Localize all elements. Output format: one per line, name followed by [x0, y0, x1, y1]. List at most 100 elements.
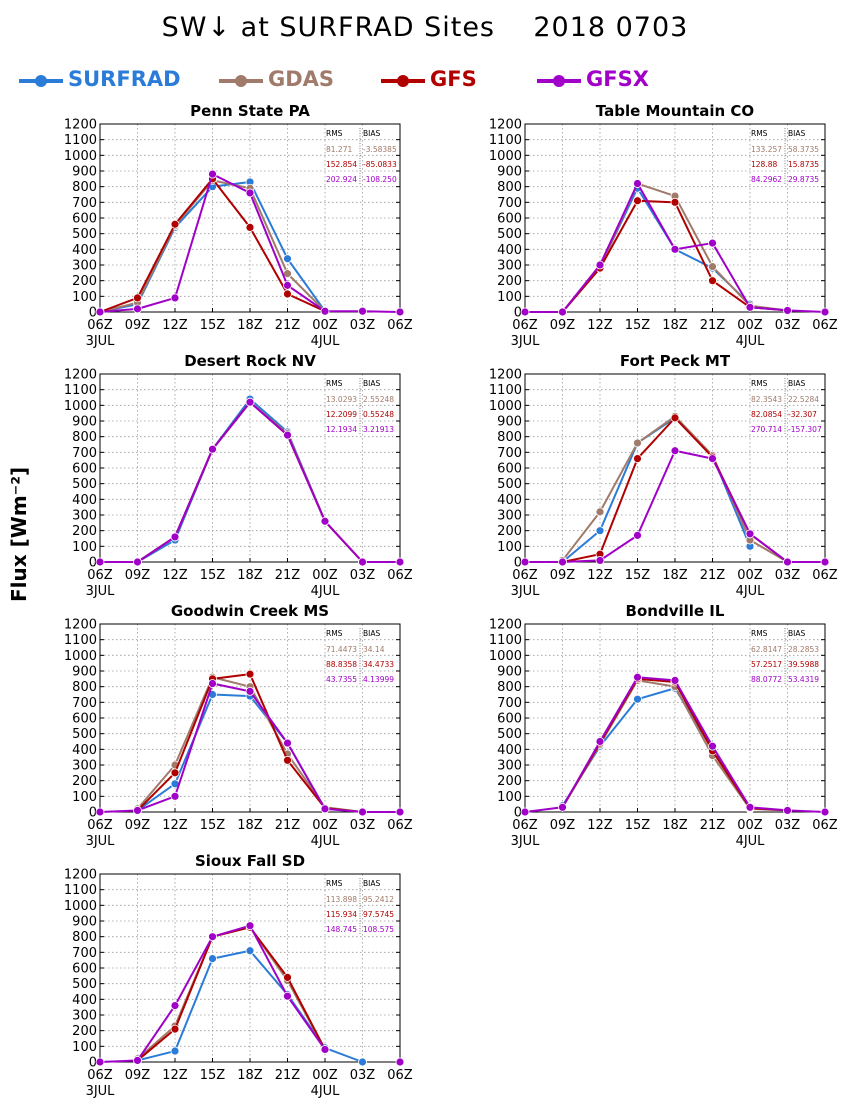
- x-tick-label: 18Z: [237, 818, 263, 833]
- x-tick-label: 21Z: [275, 1068, 301, 1083]
- data-point-gfsx: [283, 738, 292, 748]
- x-tick-label: 06Z: [812, 818, 838, 833]
- legend-swatch-gdas: [219, 75, 263, 87]
- y-tick-label: 400: [72, 743, 97, 758]
- x-tick-label: 09Z: [550, 818, 576, 833]
- y-tick-label: 0: [514, 306, 522, 321]
- y-tick-label: 900: [72, 665, 97, 680]
- y-tick-label: 1000: [489, 649, 522, 664]
- data-point-gfsx: [395, 807, 405, 817]
- x-tick-label: 18Z: [662, 568, 688, 583]
- x-tick-label: 12Z: [162, 568, 188, 583]
- stats-header-bias: BIAS: [363, 879, 380, 888]
- y-tick-label: 1200: [489, 368, 522, 383]
- data-point-gfs: [708, 276, 717, 286]
- data-point-gfsx: [320, 306, 330, 316]
- stats-rms-gdas: 81.271: [326, 145, 352, 154]
- stats-rms-gfs: 88.8358: [326, 660, 357, 669]
- y-tick-label: 300: [497, 259, 522, 274]
- x-tick-label: 15Z: [625, 818, 651, 833]
- data-point-gfsx: [170, 1001, 180, 1010]
- data-point-gfsx: [595, 556, 605, 565]
- x-tick-label: 03Z: [350, 318, 376, 333]
- series-line-gdas: [136, 926, 326, 1060]
- panel-title: Penn State PA: [190, 102, 310, 120]
- y-tick-label: 900: [72, 165, 97, 180]
- series-line-surfrad: [561, 187, 751, 313]
- data-point-gfsx: [820, 807, 830, 817]
- y-tick-label: 1000: [64, 399, 97, 414]
- data-point-gfs: [283, 755, 292, 765]
- panel-title: Goodwin Creek MS: [171, 602, 329, 620]
- legend-label-surfrad: SURFRAD: [68, 67, 181, 91]
- stats-header-rms: RMS: [751, 629, 768, 638]
- y-tick-label: 500: [72, 727, 97, 742]
- x-tick-label: 00Z: [312, 568, 338, 583]
- y-tick-label: 400: [497, 743, 522, 758]
- y-tick-label: 1000: [489, 149, 522, 164]
- y-tick-label: 800: [497, 180, 522, 195]
- data-point-gfsx: [783, 806, 792, 815]
- legend-swatch-gfs: [381, 75, 425, 87]
- data-point-gfsx: [320, 516, 330, 526]
- y-tick-label: 200: [72, 774, 97, 789]
- data-point-gfsx: [708, 741, 717, 751]
- x-tick-label: 03Z: [775, 818, 801, 833]
- x-tick-label: 06Z: [812, 568, 838, 583]
- stats-header-bias: BIAS: [788, 379, 805, 388]
- y-tick-label: 800: [72, 680, 97, 695]
- stats-header-rms: RMS: [326, 629, 343, 638]
- y-tick-label: 100: [72, 290, 97, 305]
- stats-bias-gfs: -85.0833: [363, 160, 397, 169]
- stats-bias-gdas: 28.2853: [788, 645, 819, 654]
- stats-bias-gdas: 22.5284: [788, 395, 819, 404]
- x-tick-label: 06Z: [87, 818, 113, 833]
- x-tick-label: 15Z: [200, 1068, 226, 1083]
- stats-header-bias: BIAS: [363, 379, 380, 388]
- x-tick-label: 15Z: [625, 568, 651, 583]
- stats-bias-gdas: -3.58385: [363, 145, 397, 154]
- stats-bias-gfsx: 53.4319: [788, 675, 819, 684]
- data-point-gfsx: [208, 444, 217, 454]
- data-point-gfs: [170, 219, 180, 229]
- x-tick-label: 06Z: [387, 818, 413, 833]
- panel-penn-state-pa: Penn State PA 010020030040050060070080090…: [64, 102, 413, 349]
- data-point-gdas: [708, 262, 717, 271]
- legend-swatch-surfrad: [19, 75, 63, 87]
- stats-header-bias: BIAS: [788, 629, 805, 638]
- data-point-gfsx: [558, 802, 567, 812]
- y-tick-label: 100: [497, 790, 522, 805]
- data-point-gfsx: [745, 302, 755, 312]
- panel-table-mountain-co: Table Mountain CO01002003004005006007008…: [489, 102, 838, 349]
- y-tick-label: 600: [497, 462, 522, 477]
- data-point-gdas: [633, 438, 642, 448]
- stats-rms-gfs: 82.0854: [751, 410, 782, 419]
- stats-bias-gfsx: 3.21913: [363, 425, 394, 434]
- y-tick-label: 500: [72, 227, 97, 242]
- x-date-label: 3JUL: [511, 334, 541, 349]
- y-tick-label: 900: [72, 915, 97, 930]
- stats-rms-gfsx: 84.2962: [751, 175, 782, 184]
- data-point-gfsx: [245, 686, 255, 696]
- panel-goodwin-creek-ms: Goodwin Creek MS 010020030040050060070080…: [64, 602, 413, 849]
- y-tick-label: 100: [497, 540, 522, 555]
- y-tick-label: 700: [497, 196, 522, 211]
- data-point-gfsx: [558, 557, 567, 567]
- data-point-gfsx: [320, 1045, 330, 1054]
- y-tick-label: 1000: [64, 149, 97, 164]
- data-point-gfs: [633, 196, 642, 206]
- x-date-label: 4JUL: [311, 334, 341, 349]
- data-point-gfsx: [358, 807, 367, 817]
- x-tick-label: 03Z: [775, 318, 801, 333]
- x-tick-label: 06Z: [512, 818, 538, 833]
- y-tick-label: 800: [497, 680, 522, 695]
- x-tick-label: 09Z: [125, 568, 151, 583]
- panel-title: Fort Peck MT: [620, 352, 731, 370]
- data-point-gfs: [670, 197, 680, 207]
- y-tick-label: 500: [497, 227, 522, 242]
- x-tick-label: 06Z: [812, 318, 838, 333]
- y-tick-label: 1100: [489, 383, 522, 398]
- x-tick-label: 00Z: [737, 818, 763, 833]
- y-tick-label: 300: [72, 759, 97, 774]
- stats-bias-gfs: 15.8735: [788, 160, 819, 169]
